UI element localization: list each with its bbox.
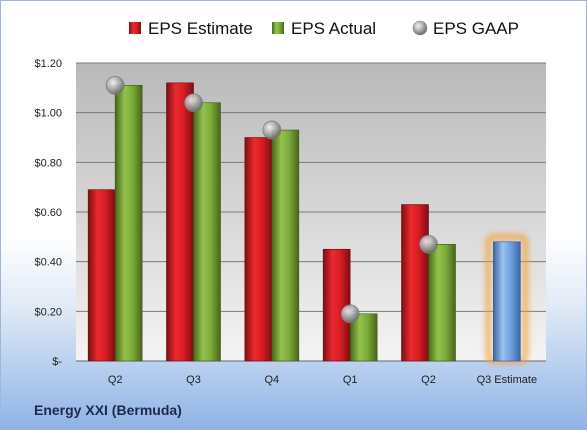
- bars: [87, 82, 529, 364]
- y-tick-label-1: $0.20: [34, 306, 62, 318]
- legend-label-0: EPS Estimate: [148, 19, 253, 38]
- bar-estimate-3: [322, 248, 351, 362]
- x-tick-label-5: Q3 Estimate: [477, 374, 538, 386]
- bar-estimate-2: [244, 137, 273, 362]
- y-tick-label-6: $1.20: [34, 58, 62, 70]
- x-axis-labels: Q2 Q3 Q4 Q1 Q2 Q3 Estimate: [108, 374, 537, 386]
- gaap-marker-2: [262, 120, 282, 140]
- legend-label-2: EPS GAAP: [433, 19, 519, 38]
- x-tick-label-1: Q3: [186, 374, 201, 386]
- legend-swatch-0: [129, 22, 141, 34]
- bar-actual-0: [114, 85, 143, 362]
- gaap-markers: [105, 75, 438, 324]
- bar-actual-1: [193, 102, 221, 362]
- bar-estimate-4: [401, 204, 429, 362]
- x-tick-label-4: Q2: [421, 374, 436, 386]
- y-tick-label-5: $1.00: [34, 108, 62, 120]
- gaap-marker-0: [105, 75, 125, 95]
- gaap-marker-3: [340, 304, 360, 324]
- legend-swatch-1: [272, 22, 284, 34]
- legend-label-1: EPS Actual: [291, 19, 376, 38]
- x-tick-label-0: Q2: [108, 374, 123, 386]
- y-tick-label-3: $0.60: [34, 207, 62, 219]
- x-tick-label-2: Q4: [264, 374, 279, 386]
- y-tick-label-4: $0.80: [34, 157, 62, 169]
- bar-actual-4: [428, 243, 456, 362]
- y-tick-label-0: $-: [52, 356, 62, 368]
- company-name: Energy XXI (Bermuda): [34, 402, 182, 418]
- legend: EPS Estimate EPS Actual EPS GAAP: [129, 19, 519, 38]
- y-tick-label-2: $0.40: [34, 257, 62, 269]
- gaap-marker-4: [419, 234, 438, 254]
- legend-swatch-2: [412, 20, 428, 36]
- bar-estimate-0: [87, 189, 116, 362]
- gridlines: [76, 62, 546, 362]
- y-axis-labels: $- $0.20 $0.40 $0.60 $0.80 $1.00 $1.20: [34, 58, 62, 368]
- bar-actual-2: [271, 129, 300, 362]
- bar-forecast: [493, 241, 521, 362]
- bar-estimate-1: [166, 82, 194, 362]
- x-tick-label-3: Q1: [343, 374, 358, 386]
- gaap-marker-1: [184, 93, 203, 113]
